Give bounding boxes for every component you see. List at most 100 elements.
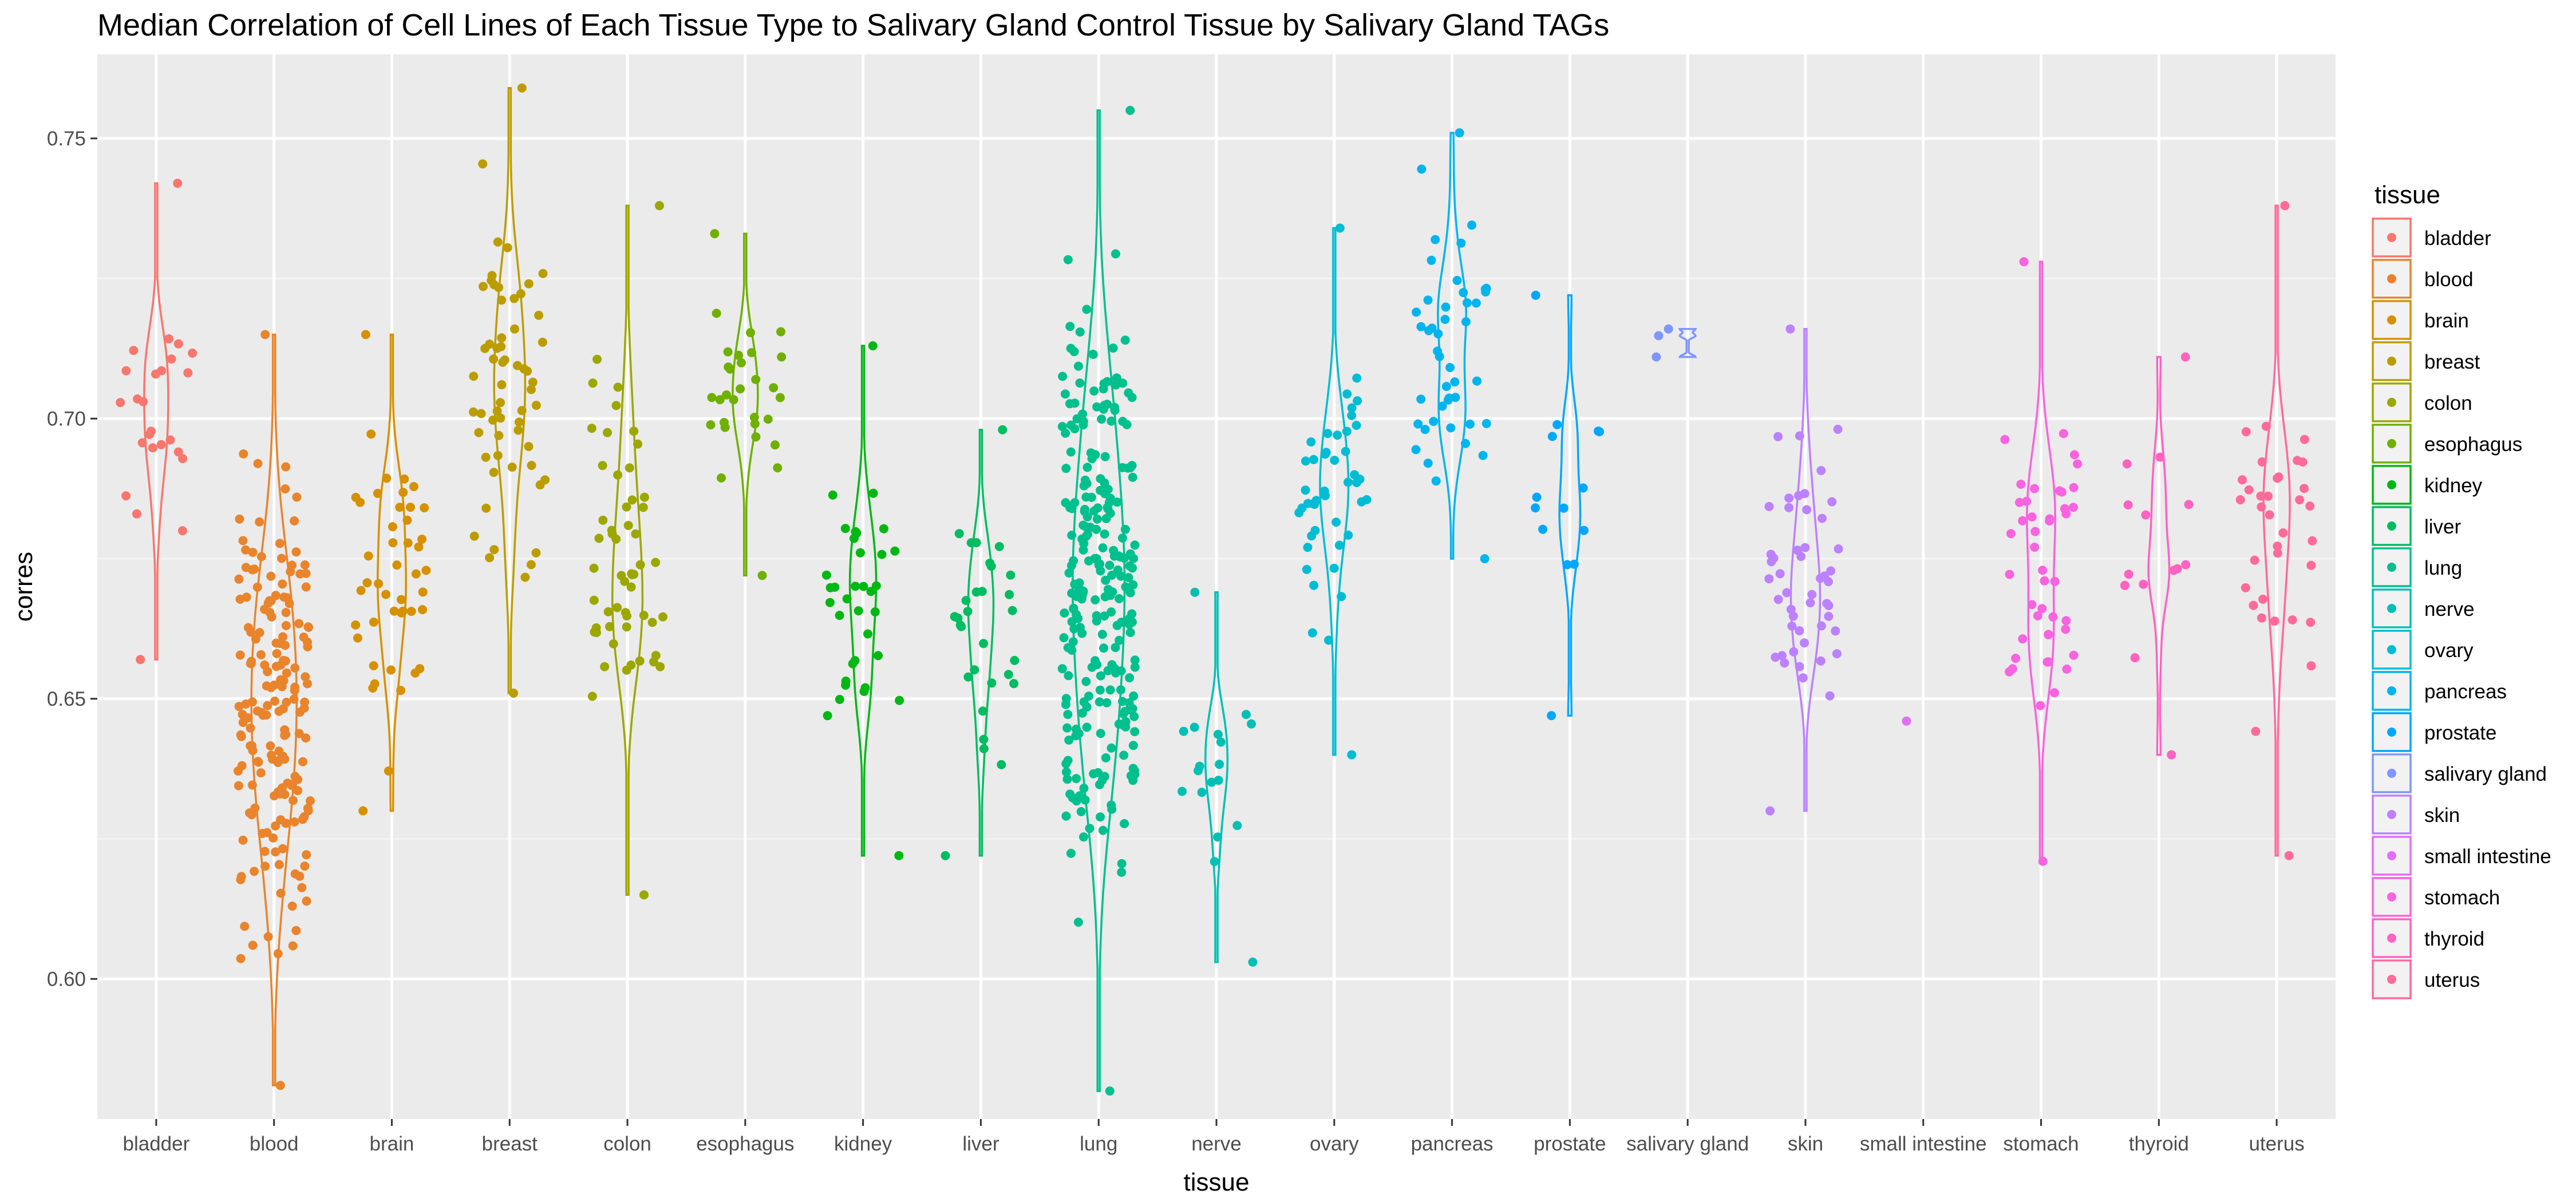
data-point xyxy=(970,665,979,675)
data-point xyxy=(1095,780,1104,789)
legend-label: stomach xyxy=(2424,887,2500,909)
legend-label: brain xyxy=(2424,310,2469,332)
data-point xyxy=(236,954,246,963)
legend-key xyxy=(2372,588,2412,628)
data-point xyxy=(1775,569,1785,579)
x-tick-label: prostate xyxy=(1534,1133,1606,1155)
data-point xyxy=(1099,643,1108,653)
data-point xyxy=(2055,486,2064,496)
data-point xyxy=(1445,363,1455,373)
data-point xyxy=(587,691,597,701)
data-point xyxy=(1063,710,1073,719)
data-point xyxy=(1107,571,1117,580)
data-point xyxy=(655,201,664,211)
data-point xyxy=(496,342,506,351)
data-point xyxy=(1099,379,1109,389)
data-point xyxy=(1065,322,1075,331)
data-point xyxy=(1321,491,1330,500)
x-tick-label: liver xyxy=(962,1133,999,1155)
data-point xyxy=(2235,495,2245,505)
data-point xyxy=(274,706,284,716)
data-point xyxy=(515,417,524,427)
data-point xyxy=(1075,327,1085,337)
data-point xyxy=(2141,510,2151,520)
data-point xyxy=(1531,290,1540,300)
data-point xyxy=(271,662,281,671)
data-point xyxy=(1333,430,1342,440)
violin-uterus xyxy=(2262,204,2291,857)
data-point xyxy=(268,833,278,843)
data-point xyxy=(1075,378,1085,388)
data-point xyxy=(282,668,291,678)
legend-label: breast xyxy=(2424,351,2480,373)
data-point xyxy=(1798,673,1808,683)
data-point xyxy=(1302,564,1311,574)
data-point xyxy=(828,490,837,500)
data-point xyxy=(1531,503,1540,513)
data-point xyxy=(2258,594,2268,604)
legend-label: prostate xyxy=(2424,722,2496,744)
data-point xyxy=(746,328,755,338)
data-point xyxy=(1005,590,1014,599)
data-point xyxy=(1124,573,1133,582)
data-point xyxy=(1214,776,1223,785)
data-point xyxy=(1117,533,1127,543)
data-point xyxy=(177,526,187,536)
data-point xyxy=(2030,484,2039,493)
data-point xyxy=(1532,492,1542,502)
data-point xyxy=(274,860,284,869)
data-point xyxy=(526,560,536,570)
data-point xyxy=(611,401,621,410)
data-point xyxy=(2122,459,2132,469)
data-point xyxy=(478,159,488,169)
data-point xyxy=(524,442,534,452)
violin-ovary xyxy=(1319,227,1350,756)
legend-key-point xyxy=(2387,686,2396,695)
data-point xyxy=(2120,580,2129,590)
data-point xyxy=(406,607,416,616)
data-point xyxy=(291,926,301,935)
violin-prostate xyxy=(1558,294,1582,717)
data-point xyxy=(1833,425,1843,434)
data-point xyxy=(1416,322,1426,331)
data-point xyxy=(1008,606,1017,615)
data-point xyxy=(863,629,872,639)
data-point xyxy=(607,529,617,539)
data-point xyxy=(492,406,502,416)
data-point xyxy=(278,579,287,589)
data-point xyxy=(734,350,744,360)
data-point xyxy=(2284,851,2294,860)
data-point xyxy=(260,604,269,614)
y-tick-label: 0.65 xyxy=(47,688,86,710)
data-point xyxy=(1789,647,1799,657)
data-point xyxy=(868,341,878,351)
data-point xyxy=(626,660,636,670)
data-point xyxy=(2073,459,2083,469)
data-point xyxy=(1070,579,1080,589)
data-point xyxy=(246,627,256,637)
data-point xyxy=(1079,832,1088,842)
legend-key xyxy=(2372,918,2412,958)
data-point xyxy=(1301,485,1310,495)
data-point xyxy=(503,243,512,252)
data-point xyxy=(2308,536,2317,545)
data-point xyxy=(1119,750,1129,760)
data-point xyxy=(1827,497,1837,507)
data-point xyxy=(2018,516,2028,525)
data-point xyxy=(2050,576,2060,586)
data-point xyxy=(1102,698,1112,707)
data-point xyxy=(1100,401,1109,410)
data-point xyxy=(247,780,257,790)
data-point xyxy=(895,695,904,705)
data-point xyxy=(247,697,257,707)
data-point xyxy=(392,560,402,570)
data-point xyxy=(240,922,250,931)
data-point xyxy=(1066,420,1076,430)
data-point xyxy=(1080,795,1090,805)
data-point xyxy=(589,563,599,573)
data-point xyxy=(1307,628,1317,638)
data-point xyxy=(1190,722,1199,732)
data-point xyxy=(1471,298,1481,308)
data-point xyxy=(129,346,139,355)
data-point xyxy=(300,861,310,871)
